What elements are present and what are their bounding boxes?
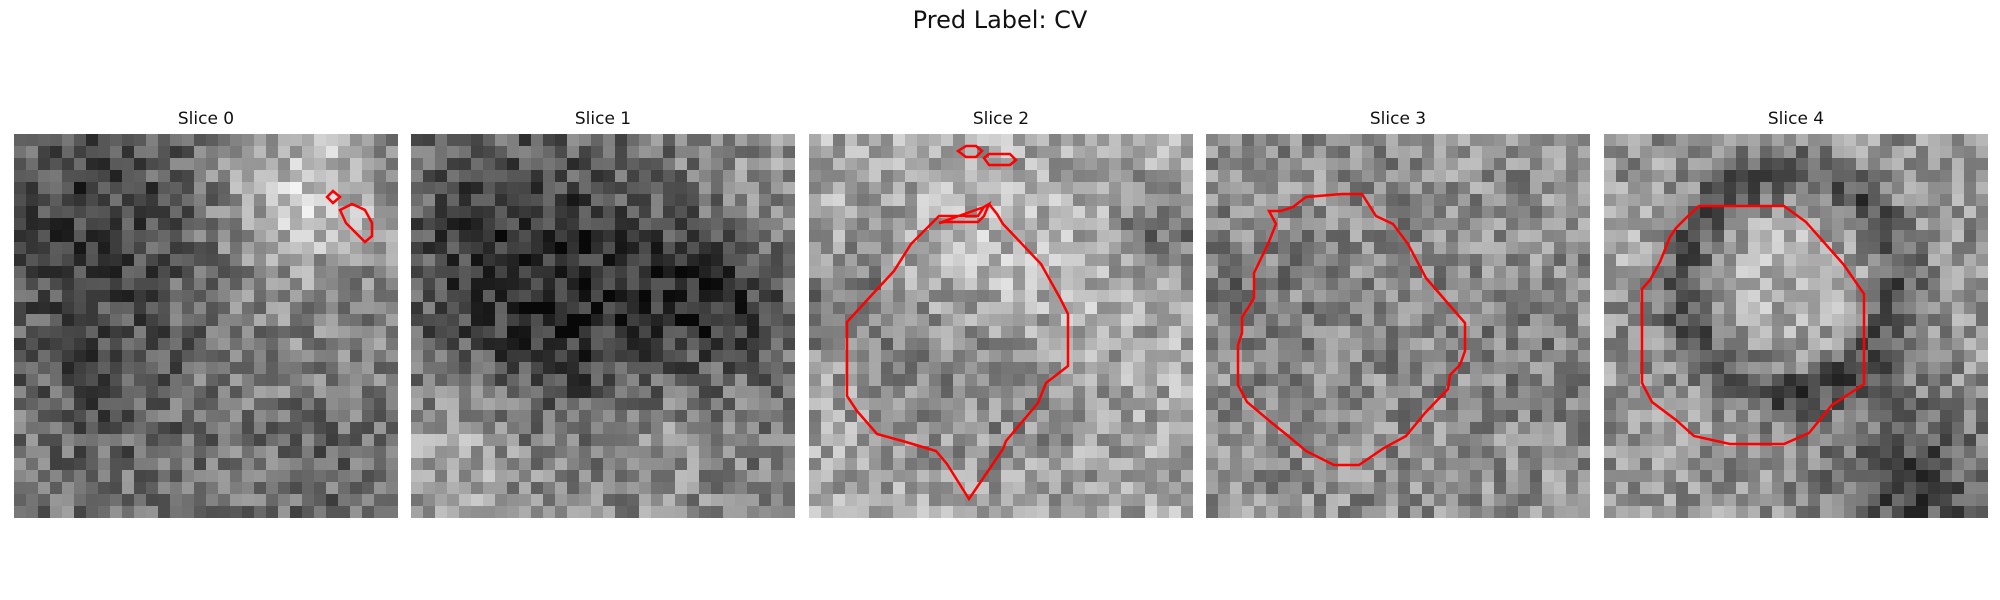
prediction-contour <box>955 144 984 159</box>
slice-image <box>1604 134 1988 518</box>
prediction-contours <box>325 189 374 244</box>
slice-image <box>809 134 1193 518</box>
slice-title: Slice 4 <box>1767 109 1825 129</box>
prediction-contour <box>1236 192 1467 467</box>
slice-image <box>411 134 795 518</box>
prediction-contour <box>982 152 1018 167</box>
prediction-contours <box>845 144 1070 502</box>
pixel-grid <box>809 134 1193 518</box>
pixel-grid <box>411 134 795 518</box>
slice-image <box>1206 134 1590 518</box>
prediction-contours <box>1236 192 1467 467</box>
slice-title: Slice 2 <box>972 109 1030 129</box>
slice-title: Slice 0 <box>177 109 235 129</box>
prediction-contour <box>1640 204 1866 446</box>
pixel-grid <box>1604 134 1988 518</box>
prediction-contour <box>845 200 1070 502</box>
slice-panel-1: Slice 1 <box>411 108 795 518</box>
slice-image <box>14 134 398 518</box>
prediction-contour <box>338 202 374 244</box>
slice-title: Slice 1 <box>574 109 632 129</box>
figure-title: Pred Label: CV <box>912 6 1088 34</box>
slice-panel-0: Slice 0 <box>14 108 398 518</box>
prediction-contours <box>1640 204 1866 446</box>
prediction-contour <box>325 189 342 205</box>
pixel-grid <box>14 134 398 518</box>
slice-panel-4: Slice 4 <box>1604 108 1988 518</box>
slice-panel-2: Slice 2 <box>809 108 1193 518</box>
slice-title: Slice 3 <box>1369 109 1427 129</box>
slice-panel-3: Slice 3 <box>1206 108 1590 518</box>
pixel-grid <box>1206 134 1590 518</box>
